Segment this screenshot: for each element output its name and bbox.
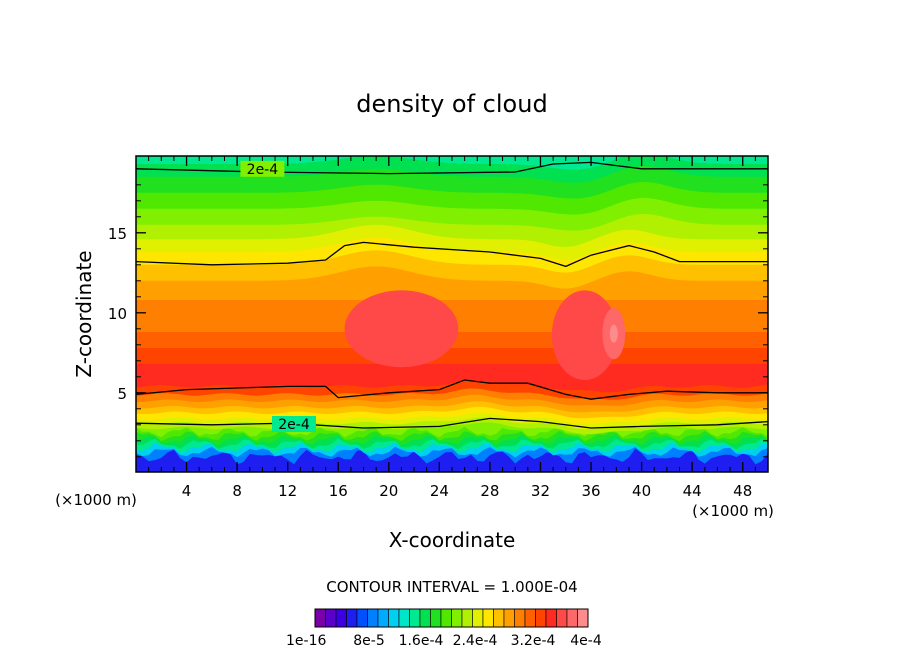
colorbar-swatch (472, 608, 484, 628)
colorbar-swatch (409, 608, 421, 628)
x-tick-label: 40 (632, 482, 651, 500)
colorbar-swatch (335, 608, 347, 628)
colorbar-swatch (419, 608, 431, 628)
contour-line (136, 161, 768, 175)
y-tick-label: 10 (108, 305, 127, 323)
colorbar-label: 3.2e-4 (511, 633, 556, 649)
colorbar-swatch (545, 608, 557, 628)
colorbar-label: 1e-16 (286, 633, 326, 649)
colorbar-swatch (451, 608, 463, 628)
x-tick-label: 20 (379, 482, 398, 500)
x-unit-right: (×1000 m) (692, 502, 774, 520)
colorbar (314, 608, 589, 628)
contour-line (136, 379, 768, 400)
x-tick-label: 36 (581, 482, 600, 500)
colorbar-swatch (535, 608, 547, 628)
colorbar-swatch (556, 608, 568, 628)
colorbar-swatch (503, 608, 515, 628)
contour-label: 2e-4 (247, 162, 279, 178)
y-tick-label: 15 (108, 225, 127, 243)
colorbar-swatch (356, 608, 368, 628)
colorbar-label: 8e-5 (353, 633, 384, 649)
x-tick-label: 48 (733, 482, 752, 500)
colorbar-label: 1.6e-4 (399, 633, 444, 649)
colorbar-swatch (346, 608, 358, 628)
colorbar-labels: 1e-16 8e-5 1.6e-4 2.4e-4 3.2e-4 4e-4 (286, 633, 602, 649)
x-tick-label: 12 (278, 482, 297, 500)
contour-label-bg (272, 416, 316, 432)
colorbar-swatch (314, 608, 326, 628)
colorbar-swatch (388, 608, 400, 628)
colorbar-swatch (577, 608, 589, 628)
contour-label: 2e-4 (278, 417, 310, 433)
x-unit-left: (×1000 m) (55, 491, 137, 509)
x-tick-label: 28 (480, 482, 499, 500)
x-tick-label: 4 (182, 482, 192, 500)
contour-line (136, 241, 768, 268)
x-tick-label: 8 (232, 482, 242, 500)
contour-lines: 2e-4 2e-4 (136, 160, 768, 433)
density-max-core (609, 324, 618, 343)
y-tick-label: 5 (117, 385, 127, 403)
colorbar-swatch (566, 608, 578, 628)
colorbar-swatch (440, 608, 452, 628)
colorbar-swatch (482, 608, 494, 628)
density-band (136, 156, 768, 170)
contour-interval-text: CONTOUR INTERVAL = 1.000E-04 (326, 578, 577, 596)
x-tick-label: 24 (430, 482, 449, 500)
colorbar-swatch (524, 608, 536, 628)
chart-title: density of cloud (356, 90, 547, 118)
y-axis-label: Z-coordinate (72, 250, 96, 377)
x-tick-label: 32 (531, 482, 550, 500)
colorbar-swatch (461, 608, 473, 628)
colorbar-swatch (398, 608, 410, 628)
contour-label-bg (240, 160, 285, 177)
x-tick-label: 44 (683, 482, 702, 500)
colorbar-swatch (367, 608, 379, 628)
density-bands (136, 156, 768, 472)
colorbar-swatch (430, 608, 442, 628)
y-axis-ticks: 5 10 15 (108, 168, 768, 458)
colorbar-frame (314, 608, 589, 628)
x-axis-ticks: 4 8 12 16 20 24 28 32 36 40 44 48 (148, 156, 756, 500)
colorbar-swatch (377, 608, 389, 628)
contour-line (136, 417, 768, 429)
colorbar-swatch (325, 608, 337, 628)
x-axis-label: X-coordinate (389, 528, 516, 552)
plot-area: 2e-4 2e-4 (135, 155, 769, 473)
density-core (551, 290, 618, 381)
colorbar-label: 4e-4 (570, 633, 602, 649)
x-tick-label: 16 (329, 482, 348, 500)
colorbar-swatch (514, 608, 526, 628)
density-core (344, 290, 459, 368)
colorbar-swatch (493, 608, 505, 628)
colorbar-label: 2.4e-4 (453, 633, 498, 649)
